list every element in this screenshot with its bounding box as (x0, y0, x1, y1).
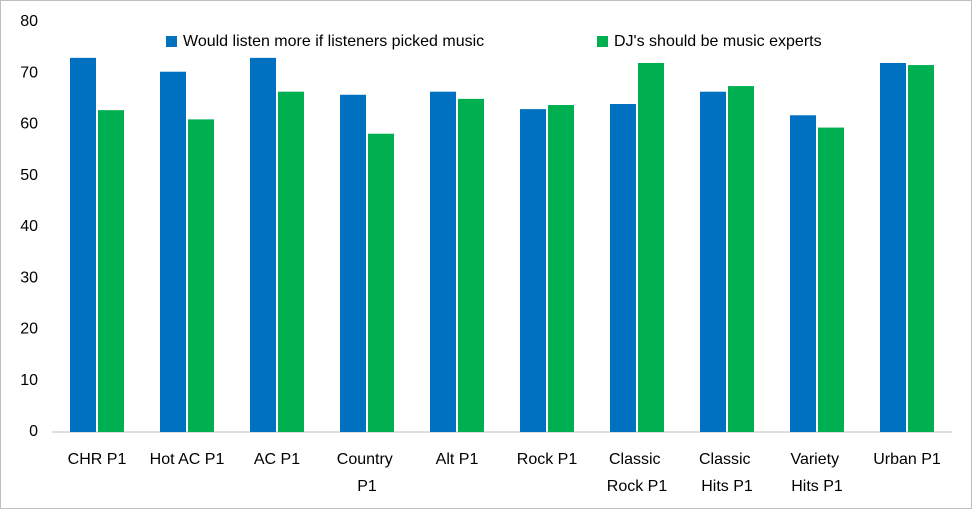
bar (160, 71, 186, 433)
bar (458, 98, 484, 432)
x-tick-label: Classic Rock P1 (607, 451, 668, 495)
legend-swatch (597, 36, 608, 47)
bar (70, 57, 96, 432)
bar (728, 86, 754, 432)
x-tick-label: AC P1 (254, 451, 300, 468)
legend-label: DJ's should be music experts (614, 33, 822, 50)
y-tick-label: 50 (20, 167, 38, 184)
x-tick-label: Variety Hits P1 (790, 451, 843, 495)
legend-label: Would listen more if listeners picked mu… (183, 33, 484, 50)
bar (188, 119, 214, 432)
bar (790, 115, 816, 433)
x-tick-label: Rock P1 (517, 451, 578, 468)
bar (340, 94, 366, 433)
bar (638, 63, 664, 432)
bar (430, 91, 456, 432)
bar (908, 65, 934, 433)
x-tick-label: Hot AC P1 (150, 451, 225, 468)
y-tick-label: 0 (29, 423, 38, 440)
bar (368, 133, 394, 432)
x-tick-label: Alt P1 (436, 451, 479, 468)
bar (548, 105, 574, 433)
y-tick-label: 40 (20, 218, 38, 235)
y-tick-label: 60 (20, 116, 38, 133)
bar (700, 91, 726, 432)
y-tick-label: 70 (20, 64, 38, 81)
bar (610, 104, 636, 432)
x-tick-label: Classic Hits P1 (699, 451, 755, 495)
x-tick-label: Urban P1 (873, 451, 941, 468)
bar (278, 91, 304, 432)
x-tick-label: Country P1 (337, 451, 397, 495)
y-tick-label: 80 (20, 13, 38, 30)
x-tick-label: CHR P1 (68, 451, 127, 468)
bar (250, 57, 276, 432)
bar (880, 63, 906, 432)
bar (818, 127, 844, 432)
y-tick-label: 30 (20, 269, 38, 286)
y-tick-label: 20 (20, 321, 38, 338)
y-tick-label: 10 (20, 372, 38, 389)
bar (98, 110, 124, 433)
bar (520, 109, 546, 432)
legend-swatch (166, 36, 177, 47)
